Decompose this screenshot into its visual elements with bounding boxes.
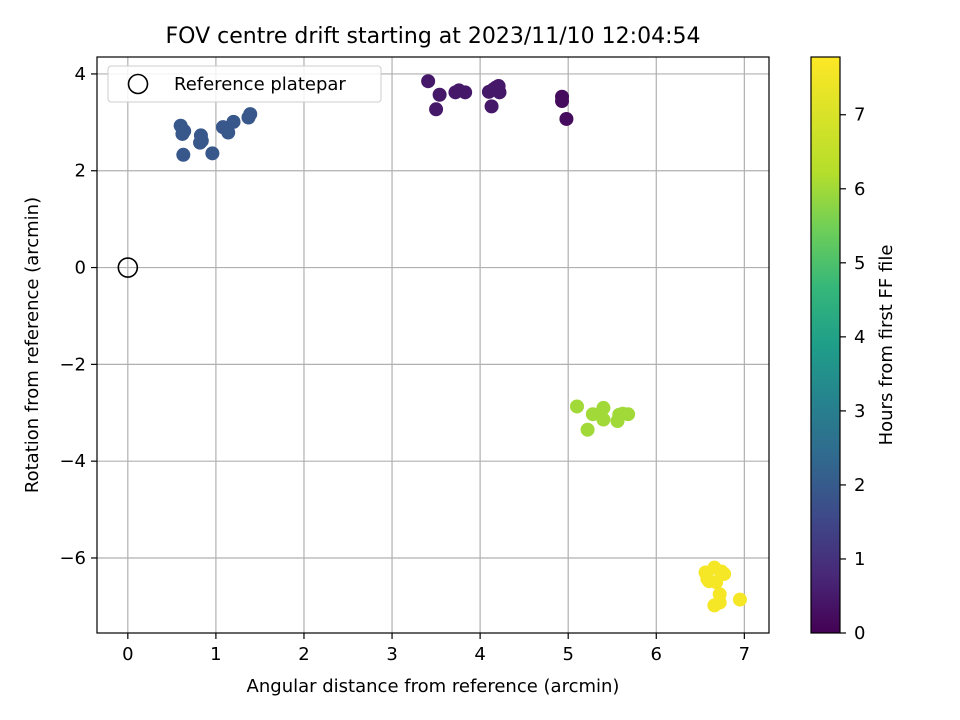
x-axis-label: Angular distance from reference (arcmin): [247, 676, 620, 697]
data-point: [175, 126, 190, 141]
data-point: [732, 592, 747, 607]
data-point: [596, 412, 611, 427]
colorbar-tick-label: 3: [854, 401, 865, 422]
data-point: [717, 566, 732, 581]
data-point: [193, 135, 208, 150]
legend-marker-icon: [127, 73, 149, 95]
x-tick-label: 1: [210, 644, 221, 665]
y-tick-label: 4: [75, 64, 86, 85]
data-point: [205, 146, 220, 161]
y-axis-label: Rotation from reference (arcmin): [22, 197, 43, 493]
plot-frame: [96, 56, 770, 634]
data-point: [559, 111, 574, 126]
data-point: [596, 400, 611, 415]
y-tick-label: 2: [75, 161, 86, 182]
y-tick-label: 0: [75, 258, 86, 279]
legend-label: Reference platepar: [174, 74, 346, 95]
data-point: [585, 407, 600, 422]
data-point: [429, 102, 444, 117]
reference-marker: [117, 257, 139, 278]
y-axis-ticks: −6 −4 −2 0 2 4: [59, 64, 97, 569]
x-tick-label: 4: [474, 644, 485, 665]
data-point: [484, 99, 499, 114]
y-tick-label: −2: [59, 354, 86, 375]
colorbar-tick-label: 2: [854, 475, 865, 496]
data-point: [555, 94, 570, 109]
grid: [97, 57, 769, 633]
data-point: [226, 114, 241, 129]
data-point: [243, 107, 258, 122]
y-tick-label: −6: [59, 548, 86, 569]
x-tick-label: 6: [651, 644, 662, 665]
chart-title: FOV centre drift starting at 2023/11/10 …: [166, 24, 701, 49]
colorbar-gradient: [810, 56, 841, 634]
colorbar-tick-label: 5: [854, 253, 865, 274]
legend-box: [107, 65, 382, 103]
colorbar-label: Hours from first FF file: [876, 245, 897, 446]
colorbar: 0 1 2 3 4 5 6 7 Hours from first FF file: [810, 56, 897, 644]
colorbar-tick-label: 4: [854, 327, 865, 348]
legend: Reference platepar: [107, 65, 382, 103]
y-tick-label: −4: [59, 451, 86, 472]
data-point: [458, 85, 473, 100]
data-point: [570, 399, 584, 414]
x-tick-label: 0: [122, 644, 133, 665]
data-point: [176, 147, 191, 162]
data-point: [221, 125, 236, 140]
scatter-points: [173, 74, 747, 613]
x-tick-label: 2: [298, 644, 309, 665]
data-point: [421, 74, 436, 89]
x-tick-label: 5: [562, 644, 573, 665]
colorbar-ticks: 0 1 2 3 4 5 6 7: [840, 105, 865, 644]
x-tick-label: 3: [386, 644, 397, 665]
colorbar-tick-label: 0: [854, 623, 865, 644]
data-point: [492, 85, 507, 100]
data-point: [432, 87, 447, 102]
data-point: [580, 422, 595, 437]
colorbar-tick-label: 1: [854, 549, 865, 570]
colorbar-tick-label: 6: [854, 179, 865, 200]
x-axis-ticks: 0 1 2 3 4 5 6 7: [122, 633, 750, 665]
x-tick-label: 7: [739, 644, 750, 665]
data-point: [707, 598, 722, 613]
colorbar-tick-label: 7: [854, 105, 865, 126]
data-point: [621, 407, 636, 422]
